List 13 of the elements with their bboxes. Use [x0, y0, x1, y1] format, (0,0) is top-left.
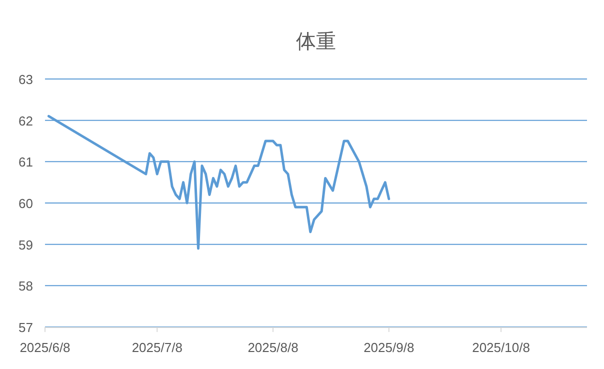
y-tick-label: 57 — [18, 320, 33, 335]
x-tick-label: 2025/7/8 — [132, 340, 182, 355]
x-tick-label: 2025/8/8 — [248, 340, 298, 355]
y-tick-label: 58 — [18, 278, 33, 294]
x-tick-label: 2025/6/8 — [20, 340, 70, 355]
y-tick-label: 61 — [18, 154, 33, 170]
y-tick-label: 63 — [18, 72, 33, 87]
x-tick-label: 2025/9/8 — [364, 340, 414, 355]
x-tick-label: 2025/10/8 — [472, 340, 530, 355]
chart-title: 体重 — [296, 31, 336, 53]
y-tick-label: 59 — [18, 237, 33, 252]
y-tick-label: 60 — [18, 196, 33, 211]
y-tick-label: 62 — [18, 113, 33, 128]
